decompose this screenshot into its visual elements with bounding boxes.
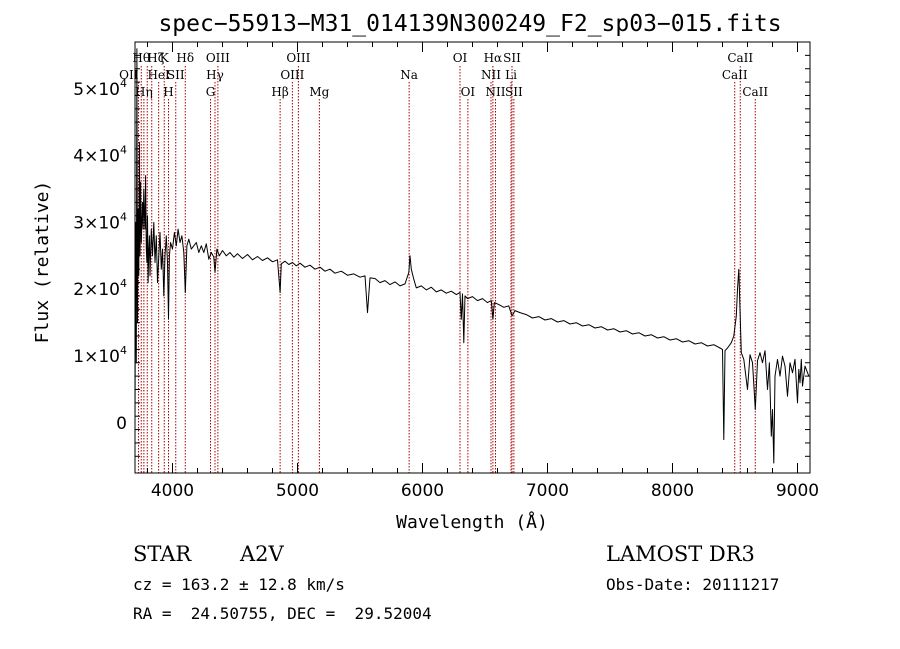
line-marker-label-group: OIIHθHηHζHeIKHSIIHδGHγOIIIHβOIIIOIIIMgNa…	[119, 51, 768, 99]
x-axis-label: Wavelength (Å)	[396, 511, 548, 533]
y-tick-label: 5×104	[73, 77, 127, 100]
line-marker-label: Hβ	[271, 85, 288, 99]
line-marker-label: Hγ	[206, 68, 224, 82]
redshift-cz: cz = 163.2 ± 12.8 km/s	[133, 575, 345, 594]
line-marker-label: Hα	[484, 51, 503, 65]
line-marker-label: Hη	[135, 85, 153, 99]
line-marker-label: H	[163, 85, 173, 99]
y-tick-label: 3×104	[73, 210, 127, 233]
line-marker-label: OIII	[206, 51, 230, 65]
survey-name: LAMOST DR3	[606, 542, 755, 566]
line-marker-label: NII	[486, 85, 506, 99]
line-marker-label: CaII	[742, 85, 768, 99]
x-tick-label: 7000	[526, 481, 569, 501]
spectrum-series-line	[134, 48, 810, 464]
line-marker-label: G	[206, 85, 216, 99]
line-marker-label: OIII	[286, 51, 310, 65]
line-marker-label: SII	[503, 51, 521, 65]
line-marker-label: OII	[119, 68, 139, 82]
x-tick-label: 8000	[651, 481, 694, 501]
x-tick-label: 5000	[276, 481, 319, 501]
line-marker-label: Hζ	[147, 51, 164, 65]
object-class: STAR	[133, 542, 192, 566]
y-axis-ticks: 0 1×104 2×104 3×104 4×104 5×104	[73, 54, 810, 457]
ra-dec-coordinates: RA = 24.50755, DEC = 29.52004	[133, 604, 432, 623]
x-axis-ticks: 4000 5000 6000 7000 8000 9000	[147, 42, 819, 501]
y-tick-label: 4×104	[73, 144, 127, 167]
line-marker-label: OI	[461, 85, 476, 99]
plot-frame	[134, 41, 811, 474]
line-marker-label: CaII	[722, 68, 748, 82]
x-tick-label: 9000	[776, 481, 819, 501]
observation-date: Obs-Date: 20111217	[606, 575, 779, 594]
y-tick-label: 2×104	[73, 277, 127, 300]
line-marker-label: Hδ	[176, 51, 194, 65]
object-subclass: A2V	[239, 542, 285, 566]
line-marker-label: SII	[505, 85, 523, 99]
y-tick-label: 1×104	[73, 344, 127, 367]
y-axis-label: Flux (relative)	[32, 181, 53, 344]
line-marker-label: OI	[453, 51, 468, 65]
line-marker-label: NII	[481, 68, 501, 82]
line-marker-label: SII	[167, 68, 185, 82]
line-marker-label: Mg	[309, 85, 329, 99]
x-tick-label: 4000	[151, 481, 194, 501]
line-marker-label: HeI	[147, 68, 170, 82]
x-tick-label: 6000	[401, 481, 444, 501]
line-marker-group	[138, 66, 756, 473]
line-marker-label: Na	[400, 68, 418, 82]
line-marker-label: K	[160, 51, 170, 65]
line-marker-label: OIII	[280, 68, 304, 82]
y-tick-label: 0	[116, 414, 127, 434]
line-marker-label: Li	[505, 68, 517, 82]
line-marker-label: CaII	[727, 51, 753, 65]
chart-title: spec−55913−M31_014139N300249_F2_sp03−015…	[158, 11, 781, 37]
